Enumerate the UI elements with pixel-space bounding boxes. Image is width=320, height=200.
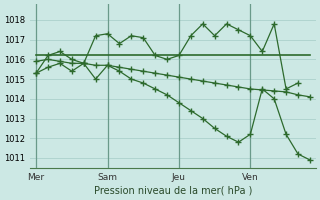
X-axis label: Pression niveau de la mer( hPa ): Pression niveau de la mer( hPa ) (94, 186, 252, 196)
